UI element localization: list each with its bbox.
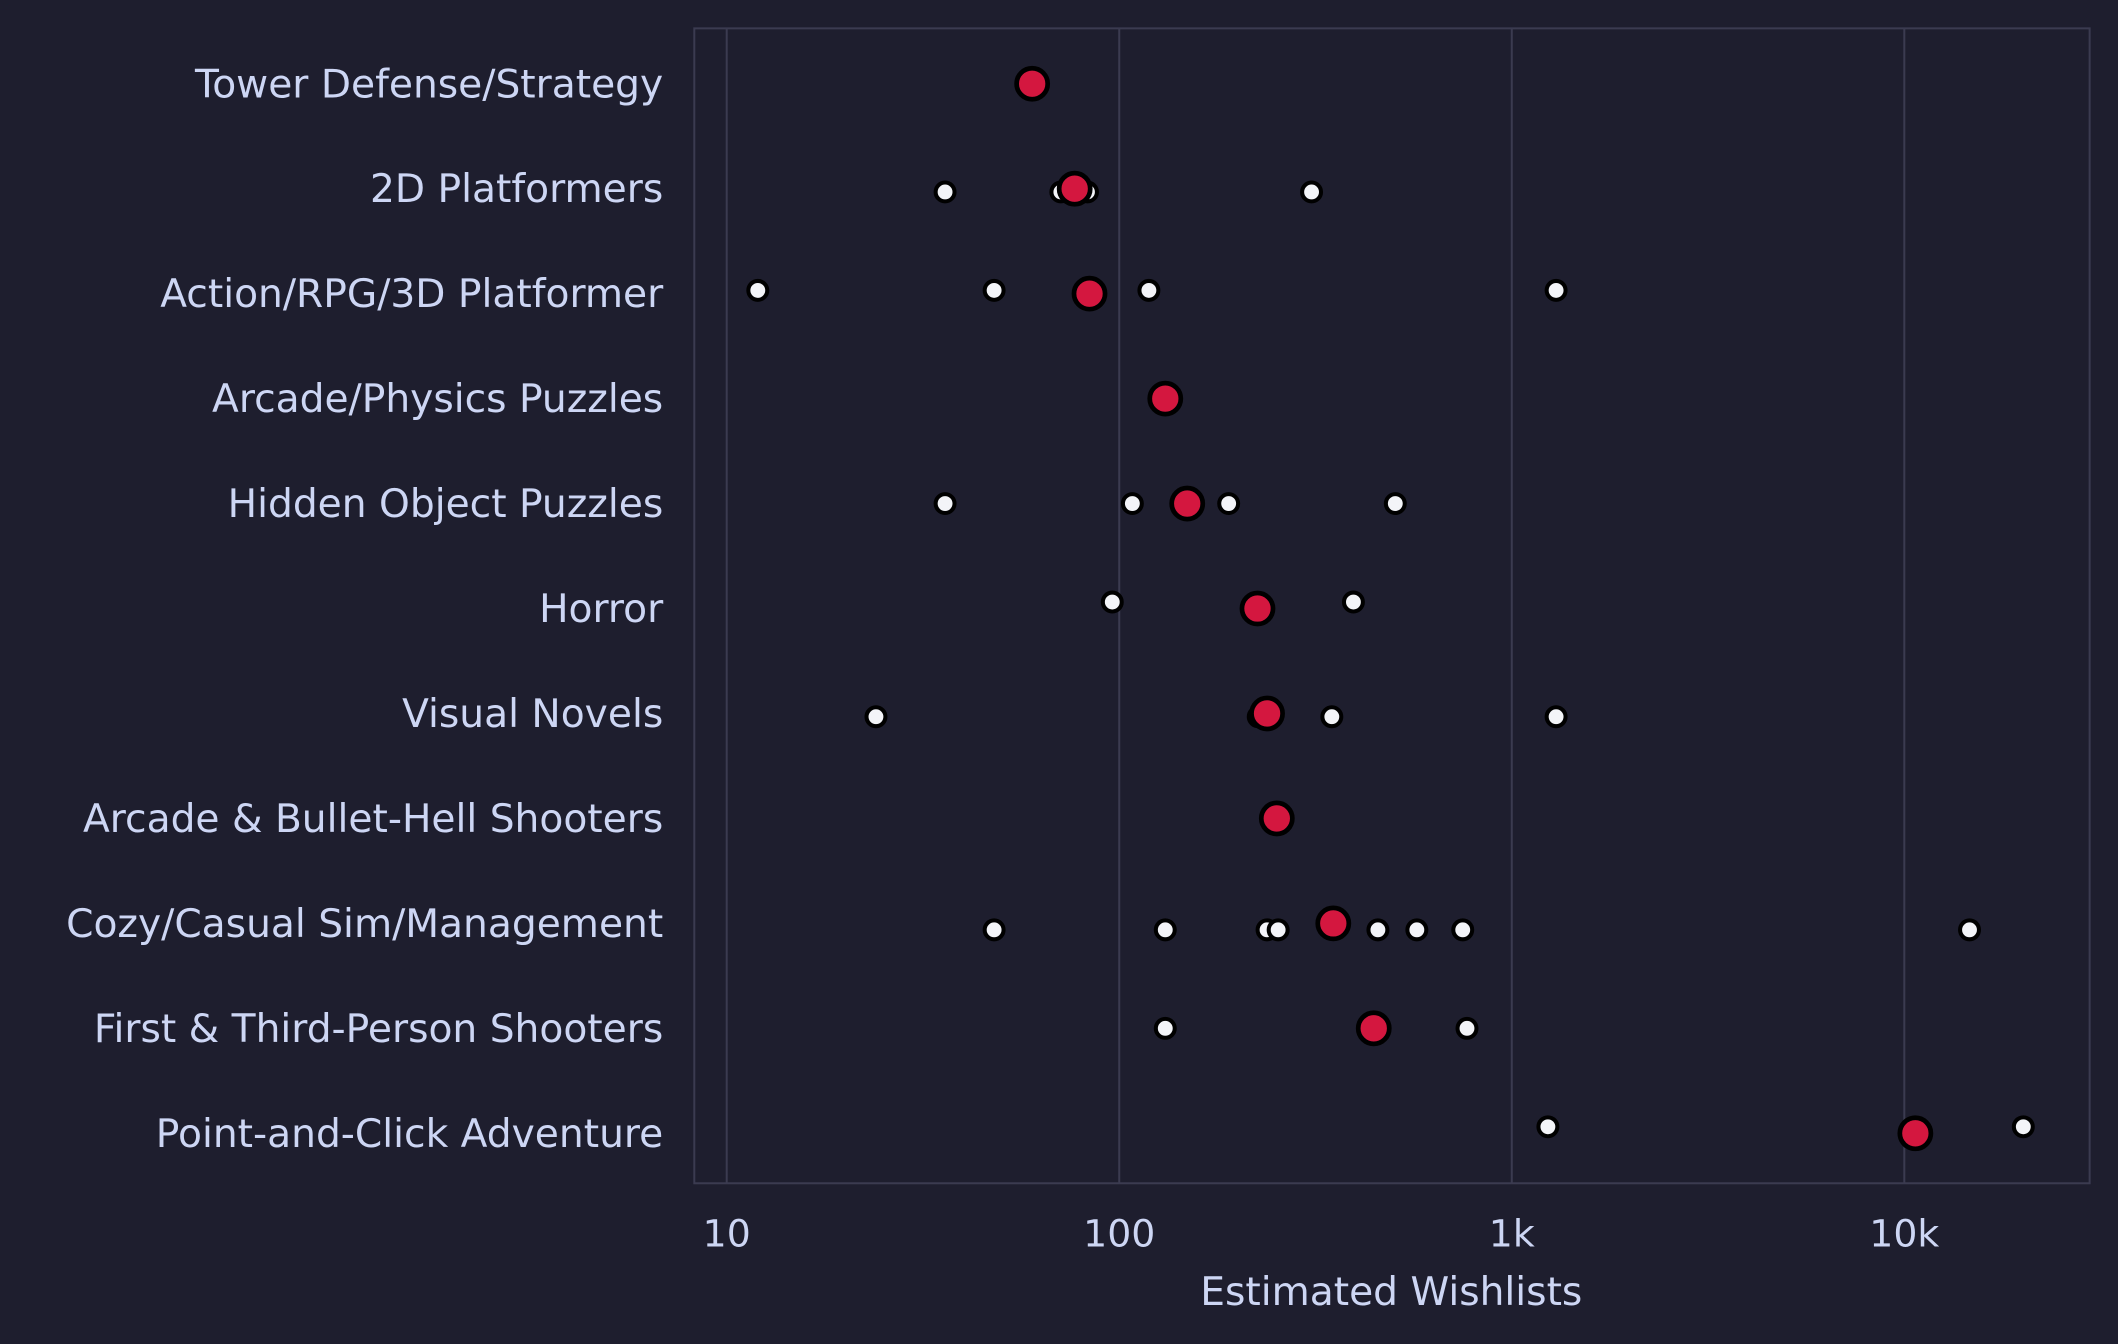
data-point (1405, 918, 1429, 942)
data-point (1383, 492, 1407, 516)
median-point (1897, 1115, 1934, 1152)
median-point (1315, 905, 1352, 942)
y-category-label: Arcade/Physics Puzzles (212, 377, 663, 422)
data-point (1217, 492, 1241, 516)
x-tick-label: 10 (703, 1212, 751, 1256)
y-category-label: Hidden Object Puzzles (228, 482, 664, 527)
data-point (1153, 918, 1177, 942)
y-category-label: Arcade & Bullet-Hell Shooters (83, 797, 663, 842)
y-category-label: First & Third-Person Shooters (94, 1007, 663, 1052)
data-point (864, 705, 888, 729)
x-tick-label: 10k (1869, 1212, 1939, 1256)
x-tick-label: 100 (1083, 1212, 1155, 1256)
y-category-label: Visual Novels (402, 692, 663, 737)
data-point (1536, 1115, 1560, 1139)
median-point (1355, 1010, 1392, 1047)
data-point (1958, 918, 1981, 942)
data-point (933, 492, 957, 516)
y-category-label: Action/RPG/3D Platformer (160, 272, 664, 317)
y-category-label: Horror (539, 587, 664, 632)
data-point (982, 918, 1006, 942)
data-point (1300, 180, 1324, 204)
y-category-label: Cozy/Casual Sim/Management (66, 902, 663, 947)
data-point (1544, 278, 1568, 302)
data-point (982, 278, 1006, 302)
data-point (2011, 1115, 2035, 1139)
data-point (1320, 705, 1344, 729)
y-category-label: Tower Defense/Strategy (194, 62, 663, 107)
median-point (1147, 380, 1184, 417)
median-point (1056, 170, 1093, 207)
data-point (1153, 1016, 1177, 1040)
data-point (1137, 278, 1161, 302)
y-category-label: Point-and-Click Adventure (156, 1112, 663, 1157)
y-category-label: 2D Platformers (370, 167, 663, 212)
data-point (1366, 918, 1390, 942)
x-tick-label: 1k (1489, 1212, 1535, 1256)
data-point (1341, 590, 1365, 614)
data-point (1544, 705, 1568, 729)
median-point (1239, 590, 1276, 627)
median-point (1258, 800, 1295, 837)
x-axis-label: Estimated Wishlists (1200, 1270, 1582, 1315)
median-point (1169, 485, 1206, 522)
data-point (1120, 492, 1144, 516)
data-point (933, 180, 957, 204)
data-point (1100, 590, 1124, 614)
median-point (1249, 695, 1285, 732)
median-point (1014, 65, 1051, 102)
plot-area (693, 27, 2091, 1185)
data-point (1266, 918, 1290, 942)
data-point (746, 278, 770, 302)
data-point (1455, 1016, 1479, 1040)
median-point (1071, 275, 1108, 312)
data-point (1451, 918, 1475, 942)
